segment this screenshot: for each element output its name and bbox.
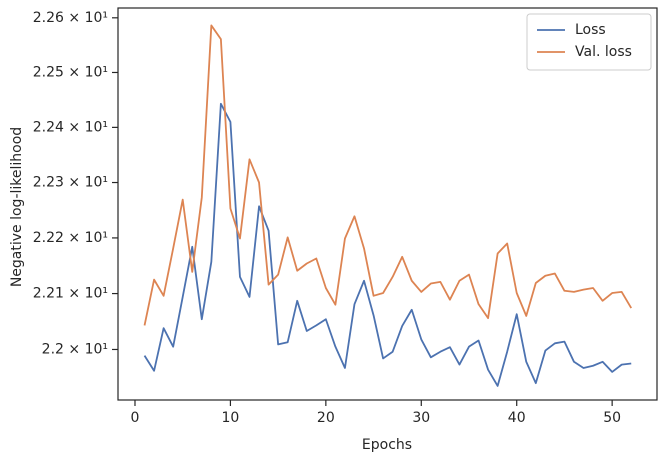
y-tick-label: 2.21 × 10¹ [33,286,108,302]
y-tick-label: 2.22 × 10¹ [33,230,108,246]
y-tick-label: 2.23 × 10¹ [33,175,108,191]
x-tick-label: 50 [603,410,621,426]
y-tick-label: 2.2 × 10¹ [42,341,108,357]
y-tick-label: 2.26 × 10¹ [33,10,108,26]
legend: Loss Val. loss [526,13,652,71]
y-axis-label: Negative log-likelihood [9,127,25,287]
legend-label: Loss [575,22,606,38]
line-series [143,24,633,326]
legend-label: Val. loss [575,44,632,60]
y-tick-label: 2.25 × 10¹ [33,64,108,80]
legend-box [526,13,652,71]
x-tick-label: 30 [412,410,430,426]
x-tick-label: 20 [317,410,335,426]
y-tick-label: 2.24 × 10¹ [33,119,108,135]
x-axis-label: Epochs [362,437,412,453]
x-tick-label: 0 [131,410,140,426]
x-tick-label: 10 [222,410,240,426]
x-tick-label: 40 [508,410,526,426]
plot-frame [117,7,658,401]
